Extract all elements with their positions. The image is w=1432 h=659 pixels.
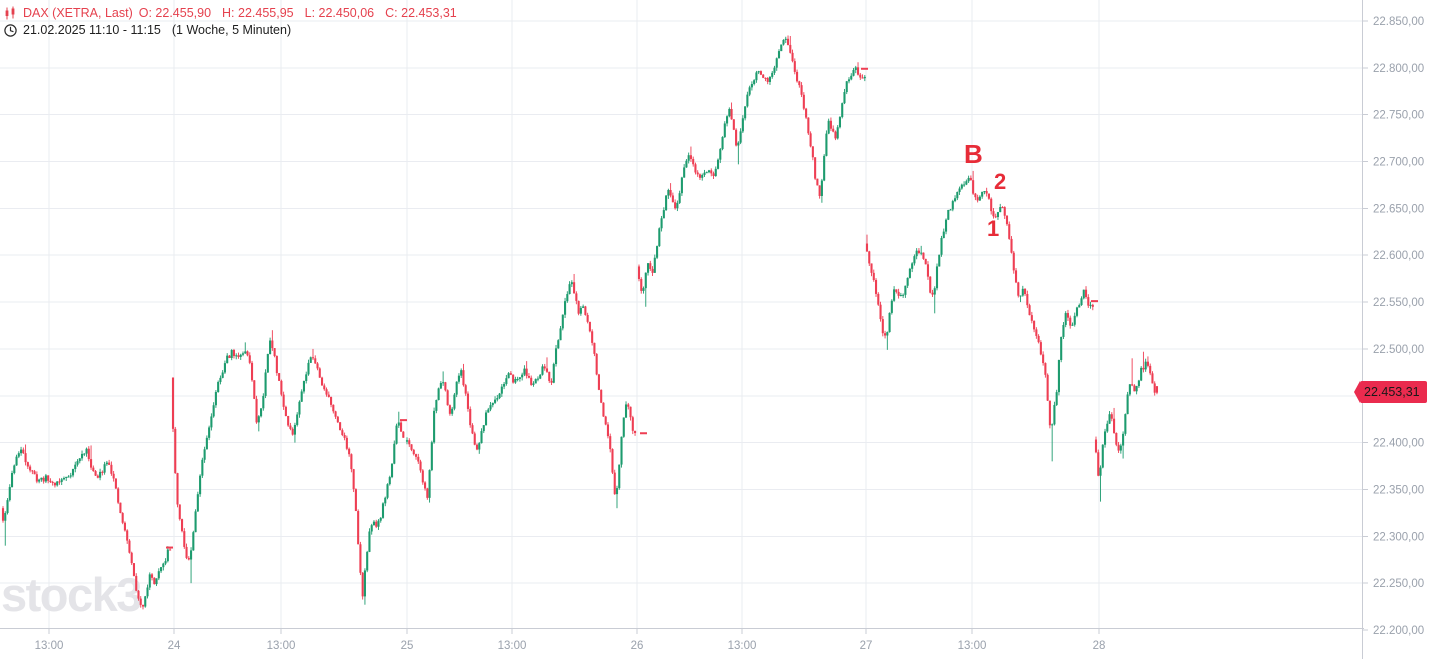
svg-text:13:00: 13:00 — [498, 640, 527, 652]
svg-text:13:00: 13:00 — [267, 640, 296, 652]
high-value: H: 22.455,95 — [222, 6, 294, 20]
clock-icon — [4, 24, 17, 37]
svg-text:13:00: 13:00 — [958, 640, 987, 652]
annotation-2: 2 — [994, 169, 1007, 194]
svg-text:22.800,00: 22.800,00 — [1373, 63, 1424, 75]
svg-text:22.600,00: 22.600,00 — [1373, 250, 1424, 262]
ohlc-values: O: 22.455,90 H: 22.455,95 L: 22.450,06 C… — [139, 5, 457, 22]
svg-text:22.500,00: 22.500,00 — [1373, 344, 1424, 356]
legend-ohlc-row: DAX (XETRA, Last) O: 22.455,90 H: 22.455… — [4, 5, 457, 22]
svg-text:22.750,00: 22.750,00 — [1373, 110, 1424, 122]
symbol-label: DAX (XETRA, Last) — [23, 6, 133, 20]
svg-text:22.400,00: 22.400,00 — [1373, 438, 1424, 450]
svg-text:22.200,00: 22.200,00 — [1373, 625, 1424, 637]
timeframe-label: (1 Woche, 5 Minuten) — [171, 23, 292, 37]
low-value: L: 22.450,06 — [304, 6, 375, 20]
svg-text:13:00: 13:00 — [728, 640, 757, 652]
svg-text:22.700,00: 22.700,00 — [1373, 157, 1424, 169]
legend-time-row: 21.02.2025 11:10 - 11:15 (1 Woche, 5 Min… — [4, 22, 457, 39]
svg-text:24: 24 — [168, 640, 181, 652]
svg-text:25: 25 — [401, 640, 414, 652]
svg-text:22.250,00: 22.250,00 — [1373, 578, 1424, 590]
close-value: C: 22.453,31 — [385, 6, 457, 20]
stock3-watermark-logo: stock3 — [1, 568, 142, 621]
svg-text:13:00: 13:00 — [35, 640, 64, 652]
svg-text:26: 26 — [631, 640, 644, 652]
svg-text:27: 27 — [860, 640, 873, 652]
svg-text:28: 28 — [1093, 640, 1106, 652]
svg-text:22.650,00: 22.650,00 — [1373, 203, 1424, 215]
svg-text:22.350,00: 22.350,00 — [1373, 484, 1424, 496]
last-price-tag: 22.453,31 — [1354, 381, 1427, 404]
candlestick-icon — [5, 6, 15, 20]
chart-legend: DAX (XETRA, Last) O: 22.455,90 H: 22.455… — [4, 5, 457, 39]
annotation-B: B — [964, 139, 983, 169]
annotation-1: 1 — [987, 216, 1000, 241]
svg-text:22.850,00: 22.850,00 — [1373, 16, 1424, 28]
candle-datetime: 21.02.2025 11:10 - 11:15 — [23, 23, 161, 37]
svg-text:22.550,00: 22.550,00 — [1373, 297, 1424, 309]
svg-text:22.300,00: 22.300,00 — [1373, 531, 1424, 543]
open-value: O: 22.455,90 — [138, 6, 212, 20]
